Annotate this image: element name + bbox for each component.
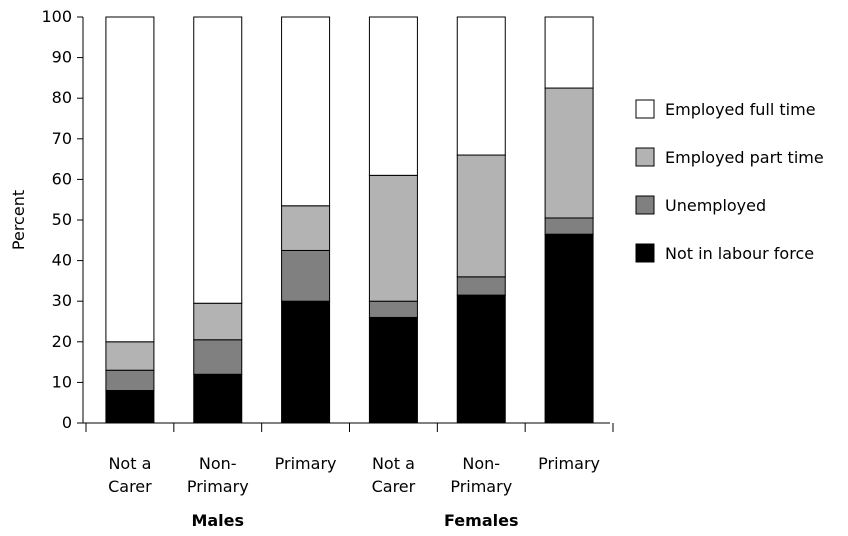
bar-segment [456, 294, 506, 424]
legend: Employed full time Employed part time Unem… [635, 99, 824, 263]
group-labels: Males Females [191, 511, 518, 530]
bar-segment [544, 87, 594, 219]
bar-segment [544, 217, 594, 235]
bar-segment [193, 16, 243, 304]
y-tick-label: 30 [52, 291, 72, 310]
legend-swatch [635, 243, 655, 263]
x-axis [83, 422, 614, 432]
category-label: Not a [108, 454, 151, 473]
bar-segment [456, 154, 506, 278]
group-label: Males [191, 511, 244, 530]
bar-segment [105, 16, 155, 343]
bar-segment [105, 341, 155, 371]
legend-label: Employed full time [665, 100, 816, 119]
bar-segment [105, 369, 155, 392]
category-label: Primary [275, 454, 337, 473]
y-tick-label: 10 [52, 372, 72, 391]
category-label: Carer [372, 477, 416, 496]
y-tick-label: 60 [52, 169, 72, 188]
group-label: Females [444, 511, 518, 530]
bar-segment [281, 300, 331, 424]
bar-segment [281, 205, 331, 251]
y-tick-label: 90 [52, 48, 72, 67]
bar-segment [368, 174, 418, 302]
category-label: Primary [450, 477, 512, 496]
y-axis-title: Percent [9, 190, 28, 250]
bar-segment [544, 16, 594, 89]
y-tick-label: 0 [62, 413, 72, 432]
category-label: Primary [187, 477, 249, 496]
bar-segment [456, 16, 506, 156]
category-label: Primary [538, 454, 600, 473]
legend-swatch [635, 99, 655, 119]
y-tick-label: 100 [41, 7, 72, 26]
y-tick-label: 20 [52, 332, 72, 351]
bar-segment [105, 390, 155, 424]
bar-segment [281, 249, 331, 302]
bar-segment [368, 16, 418, 176]
bar-segment [456, 276, 506, 296]
y-tick-label: 70 [52, 129, 72, 148]
legend-swatch [635, 195, 655, 215]
y-tick-label: 40 [52, 251, 72, 270]
bars [105, 16, 594, 424]
y-axis-ticks: 0 10 20 30 40 50 60 70 80 90 100 [41, 7, 83, 432]
category-label: Not a [372, 454, 415, 473]
bar-segment [193, 302, 243, 341]
y-tick-label: 80 [52, 88, 72, 107]
bar-segment [281, 16, 331, 207]
bar-segment [193, 373, 243, 424]
category-label: Carer [108, 477, 152, 496]
bar-segment [544, 233, 594, 424]
legend-label: Unemployed [665, 196, 766, 215]
bar-segment [368, 316, 418, 424]
legend-label: Employed part time [665, 148, 824, 167]
bar-segment [368, 300, 418, 318]
y-tick-label: 50 [52, 210, 72, 229]
legend-swatch [635, 147, 655, 167]
category-label: Non- [199, 454, 237, 473]
bar-segment [193, 339, 243, 375]
category-label: Non- [462, 454, 500, 473]
legend-label: Not in labour force [665, 244, 814, 263]
category-labels: Not a Carer Non- Primary Primary Not a Carer No… [108, 454, 600, 496]
